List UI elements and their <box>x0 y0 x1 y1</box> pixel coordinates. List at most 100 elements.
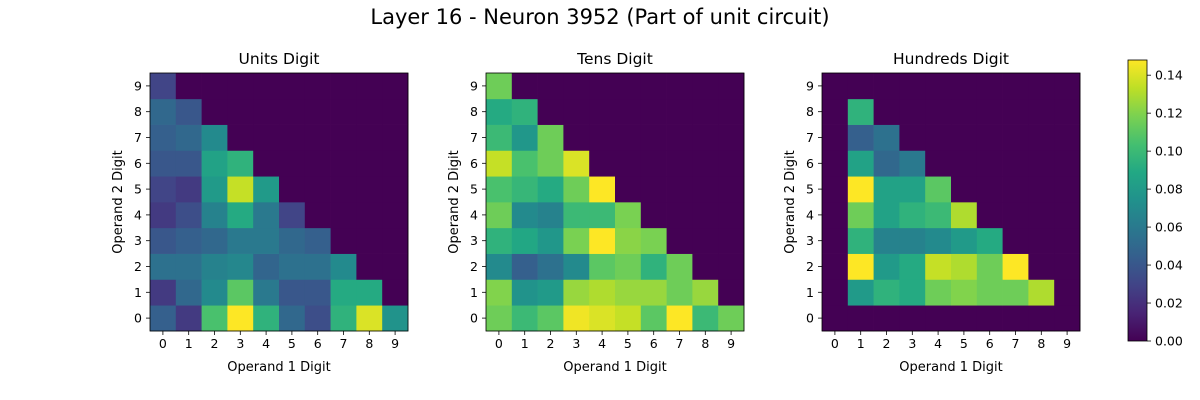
y-tick-label: 3 <box>806 233 814 248</box>
heatmap-cell <box>822 253 849 280</box>
heatmap-cell <box>925 73 952 100</box>
heatmap-cell <box>899 124 926 151</box>
heatmap-cell <box>589 73 616 100</box>
x-tick-label: 4 <box>934 336 942 351</box>
heatmap-cell <box>537 73 564 100</box>
heatmap-cell <box>976 98 1003 125</box>
colorbar-gradient <box>1127 59 1148 342</box>
heatmap-cell <box>201 73 228 100</box>
heatmap-cell <box>330 176 357 203</box>
heatmap-cell <box>899 279 926 306</box>
heatmap-cell <box>1054 176 1081 203</box>
colorbar-tick-label: 0.10 <box>1155 144 1183 159</box>
heatmap-cell <box>899 176 926 203</box>
x-tick-label: 0 <box>831 336 839 351</box>
heatmap-cell <box>537 253 564 280</box>
heatmap-cell <box>640 253 667 280</box>
heatmap-cell <box>511 305 538 332</box>
heatmap-cell <box>382 124 409 151</box>
y-tick-label: 5 <box>134 182 142 197</box>
x-tick-label: 3 <box>236 336 244 351</box>
heatmap-cell <box>951 279 978 306</box>
heatmap-cell <box>692 150 719 177</box>
heatmap-cell <box>175 253 202 280</box>
y-tick-label: 1 <box>134 285 142 300</box>
heatmap-cell <box>666 176 693 203</box>
heatmap-cell <box>718 279 745 306</box>
heatmap-cell <box>951 98 978 125</box>
heatmap-cell <box>976 150 1003 177</box>
heatmap-cell <box>615 98 642 125</box>
heatmap-cell <box>1028 227 1055 254</box>
heatmap-cell <box>873 202 900 229</box>
heatmap-cell <box>150 227 177 254</box>
x-tick-label: 1 <box>857 336 865 351</box>
heatmap-cell <box>356 305 383 332</box>
x-tick-label: 1 <box>521 336 529 351</box>
heatmap-cell <box>382 98 409 125</box>
heatmap-cell <box>227 150 254 177</box>
heatmap-cell <box>589 253 616 280</box>
heatmap-cell <box>615 124 642 151</box>
heatmap-cell <box>356 124 383 151</box>
heatmap-cell <box>330 227 357 254</box>
heatmap-cell <box>1054 227 1081 254</box>
colorbar-tick-label: 0.14 <box>1155 68 1183 83</box>
y-tick-label: 9 <box>134 78 142 93</box>
heatmap-cell <box>175 98 202 125</box>
heatmap-cell <box>201 98 228 125</box>
heatmap-cell <box>201 176 228 203</box>
heatmap-cell <box>976 253 1003 280</box>
heatmap-cell <box>925 176 952 203</box>
heatmap-cell <box>822 279 849 306</box>
heatmap-cell <box>1028 124 1055 151</box>
x-tick-label: 6 <box>650 336 658 351</box>
colorbar: 0.00 0.02 0.04 0.06 0.08 0.10 0.12 0.14 <box>1127 59 1183 349</box>
heatmap-cell <box>304 253 331 280</box>
heatmap-cell <box>330 73 357 100</box>
heatmap-cell <box>873 176 900 203</box>
heatmap-cell <box>873 227 900 254</box>
heatmap-cell <box>227 279 254 306</box>
heatmap-cell <box>666 150 693 177</box>
heatmap-cell <box>253 279 280 306</box>
heatmap-cell <box>925 305 952 332</box>
heatmap-cell <box>1028 98 1055 125</box>
heatmap-panel: Units Digit 0 1 2 3 4 5 6 7 8 9 0 1 2 3 4 5 6 7 8 9 Operand 1… <box>111 50 409 375</box>
x-tick-label: 2 <box>547 336 555 351</box>
y-tick-label: 4 <box>806 207 814 222</box>
heatmap-cell <box>227 227 254 254</box>
heatmap-cell <box>899 227 926 254</box>
heatmap-cell <box>1028 150 1055 177</box>
heatmap-cell <box>692 98 719 125</box>
y-tick-label: 1 <box>470 285 478 300</box>
heatmap-cell <box>279 253 306 280</box>
plot-frame <box>821 72 1081 332</box>
heatmap-cell <box>486 279 513 306</box>
heatmap-cell <box>925 227 952 254</box>
heatmap-cell <box>925 253 952 280</box>
x-tick-label: 2 <box>883 336 891 351</box>
heatmap-cell <box>692 253 719 280</box>
heatmap-cell <box>589 279 616 306</box>
x-tick-label: 2 <box>211 336 219 351</box>
heatmap-cell <box>150 73 177 100</box>
heatmap-cell <box>382 279 409 306</box>
heatmap-cell <box>150 202 177 229</box>
heatmap-cell <box>486 227 513 254</box>
heatmap-cell <box>563 176 590 203</box>
heatmap-cell <box>615 150 642 177</box>
y-tick-label: 6 <box>134 156 142 171</box>
colorbar-tick-label: 0.02 <box>1155 296 1183 311</box>
heatmap-cell <box>666 305 693 332</box>
heatmap-cell <box>1054 253 1081 280</box>
heatmap-cell <box>175 73 202 100</box>
x-tick-label: 0 <box>495 336 503 351</box>
heatmap-cell <box>227 253 254 280</box>
heatmap-cell <box>640 73 667 100</box>
heatmap-cell <box>589 150 616 177</box>
y-tick-label: 7 <box>134 130 142 145</box>
heatmap-cell <box>356 279 383 306</box>
x-tick-label: 7 <box>340 336 348 351</box>
